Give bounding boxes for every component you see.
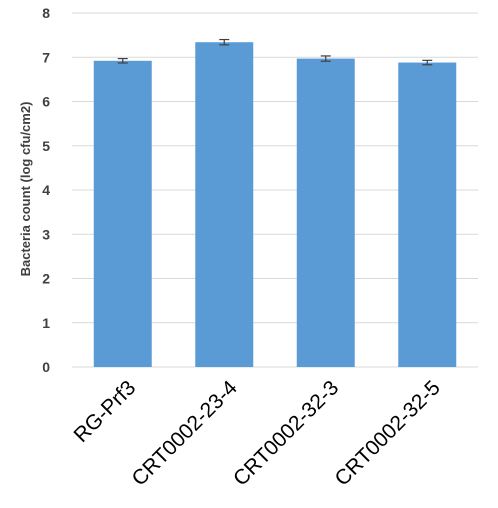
bar-4 — [398, 63, 456, 367]
y-tick-label: 7 — [42, 49, 50, 65]
x-category-label: CRT0002-32-3 — [229, 376, 343, 490]
y-tick-labels: 0 1 2 3 4 5 6 7 8 — [42, 5, 50, 375]
y-tick-label: 1 — [42, 315, 50, 331]
bars — [94, 42, 457, 367]
y-tick-label: 5 — [42, 138, 50, 154]
y-tick-label: 0 — [42, 359, 50, 375]
x-category-label: CRT0002-32-5 — [331, 376, 445, 490]
y-tick-label: 8 — [42, 5, 50, 21]
y-tick-label: 2 — [42, 271, 50, 287]
y-tick-label: 3 — [42, 226, 50, 242]
bar-2 — [195, 42, 253, 367]
bar-3 — [297, 59, 355, 367]
error-bars — [118, 40, 433, 65]
y-tick-label: 6 — [42, 94, 50, 110]
x-category-label: CRT0002-23-4 — [128, 376, 242, 490]
x-category-label: RG-Prf3 — [70, 376, 141, 447]
y-tick-label: 4 — [42, 182, 50, 198]
y-axis-title: Bacteria count (log cfu/cm2) — [18, 102, 33, 277]
bar-1 — [94, 61, 152, 367]
x-category-labels: RG-Prf3CRT0002-23-4CRT0002-32-3CRT0002-3… — [70, 376, 445, 490]
